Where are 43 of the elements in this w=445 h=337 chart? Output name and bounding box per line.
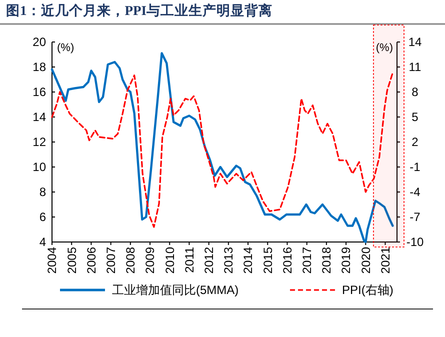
- y-tick-label: 10: [32, 160, 46, 174]
- y-tick-label: 6: [39, 210, 46, 224]
- y2-tick-label: -10: [406, 235, 424, 250]
- x-tick-label: 2006: [84, 246, 98, 274]
- legend-label: 工业增加值同比(5MMA): [112, 283, 239, 298]
- y-tick-label: 20: [32, 35, 46, 50]
- y2-tick-label: -7: [410, 210, 421, 224]
- x-tick-label: 2017: [300, 246, 314, 274]
- x-tick-label: 2005: [64, 246, 79, 274]
- x-tick-label: 2013: [222, 246, 236, 274]
- x-tick-label: 2012: [202, 246, 216, 274]
- x-tick-label: 2018: [320, 246, 334, 274]
- x-tick-label: 2009: [143, 246, 158, 274]
- y-tick-label: 12: [32, 135, 46, 150]
- y2-axis-title: (%): [376, 42, 393, 54]
- x-tick-label: 2011: [182, 246, 196, 273]
- y-axis-title: (%): [57, 42, 74, 54]
- y2-tick-label: 8: [412, 85, 419, 100]
- legend-label: PPI(右轴): [342, 283, 394, 298]
- y-tick-label: 16: [32, 85, 46, 100]
- line-series: [50, 52, 394, 244]
- y-tick-label: 14: [32, 110, 46, 124]
- x-tick-label: 2004: [45, 246, 60, 274]
- y2-tick-label: 11: [408, 60, 422, 74]
- x-tick-label: 2015: [260, 246, 275, 274]
- x-tick-label: 2007: [104, 246, 118, 274]
- x-tick-label: 2016: [280, 246, 294, 274]
- x-tick-label: 2021: [378, 246, 392, 274]
- x-tick-label: 2020: [358, 246, 373, 274]
- y2-tick-label: 14: [408, 35, 422, 50]
- chart-title: 图1：近几个月来，PPI与工业生产明显背离: [6, 2, 272, 18]
- y-tick-label: 18: [32, 60, 46, 74]
- x-tick-label: 2019: [339, 246, 354, 274]
- line-series: [51, 72, 394, 228]
- y-tick-label: 4: [39, 235, 46, 250]
- y-tick-label: 8: [39, 185, 46, 200]
- x-tick-label: 2014: [241, 246, 256, 274]
- y2-tick-label: 2: [412, 135, 419, 150]
- x-tick-label: 2010: [162, 246, 177, 274]
- y2-tick-label: -1: [410, 160, 421, 174]
- y2-tick-label: 5: [412, 110, 419, 124]
- x-tick-label: 2008: [124, 246, 138, 274]
- y2-tick-label: -4: [410, 185, 421, 200]
